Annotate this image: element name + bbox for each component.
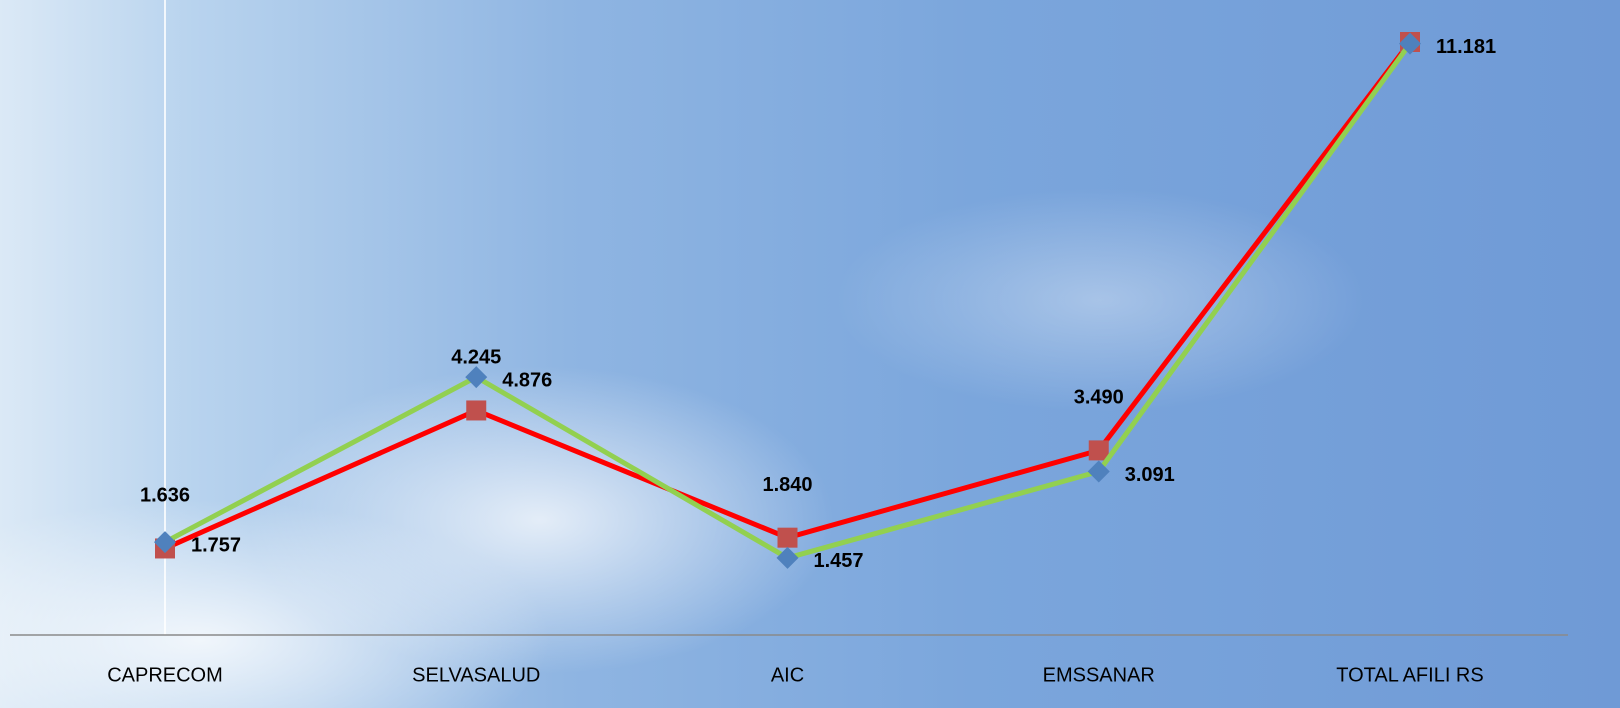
- marker: [465, 366, 488, 389]
- data-label: 4.245: [451, 347, 501, 369]
- data-label: 11.181: [1436, 36, 1496, 58]
- marker: [776, 546, 799, 569]
- marker: [1399, 32, 1421, 55]
- marker: [1087, 460, 1110, 483]
- data-label: 1.840: [762, 474, 812, 496]
- data-label: 4.876: [502, 369, 552, 391]
- data-label: 1.457: [814, 550, 864, 572]
- x-tick-label: CAPRECOM: [107, 664, 223, 686]
- x-tick-label: EMSSANAR: [1043, 664, 1155, 686]
- data-label: 3.091: [1125, 464, 1175, 486]
- x-tick-label: TOTAL AFILI RS: [1336, 664, 1483, 686]
- x-tick-label: SELVASALUD: [412, 664, 540, 686]
- data-label: 3.490: [1074, 387, 1124, 409]
- marker: [777, 527, 798, 548]
- x-tick-label: AIC: [771, 664, 804, 686]
- series-line: [163, 40, 1412, 551]
- marker: [154, 531, 176, 554]
- data-label: 1.636: [140, 485, 190, 507]
- marker: [466, 400, 487, 421]
- marker: [1088, 440, 1109, 461]
- data-label: 1.757: [191, 534, 241, 556]
